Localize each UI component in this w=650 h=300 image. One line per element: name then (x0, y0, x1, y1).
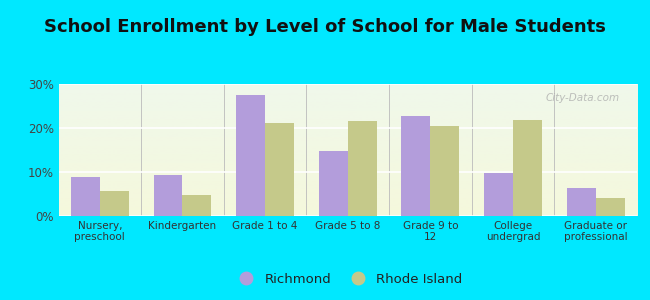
Bar (567, 188, 595, 216)
Bar (265, 123, 294, 216)
Text: City-Data.com: City-Data.com (545, 93, 619, 103)
Bar (183, 195, 211, 216)
Bar (595, 197, 625, 216)
Bar (236, 95, 265, 216)
Bar (513, 120, 542, 216)
Bar (348, 121, 377, 216)
Bar (430, 126, 460, 216)
Bar (318, 151, 348, 216)
Bar (71, 177, 100, 216)
Legend: Richmond, Rhode Island: Richmond, Rhode Island (227, 268, 468, 291)
Text: School Enrollment by Level of School for Male Students: School Enrollment by Level of School for… (44, 18, 606, 36)
Bar (153, 175, 183, 216)
Bar (484, 173, 513, 216)
Bar (100, 191, 129, 216)
Bar (402, 116, 430, 216)
